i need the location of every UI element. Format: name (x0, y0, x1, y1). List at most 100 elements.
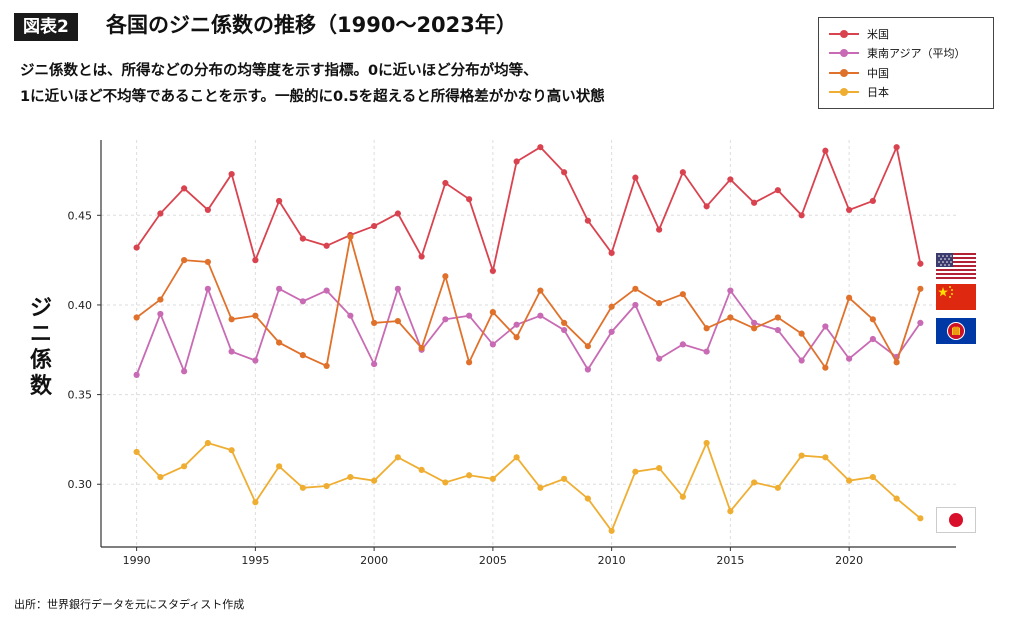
data-point (774, 314, 781, 321)
data-point (632, 174, 639, 181)
data-point (727, 287, 734, 294)
data-point (869, 335, 876, 343)
data-point (751, 325, 758, 332)
data-point (513, 334, 520, 341)
legend-swatch (829, 67, 859, 79)
data-point (513, 158, 520, 165)
y-tick-label: 0.45 (68, 209, 93, 222)
data-point (394, 210, 401, 217)
data-point (893, 495, 900, 502)
data-point (371, 361, 378, 368)
data-point (774, 484, 781, 491)
data-point (632, 285, 639, 292)
data-point (774, 187, 781, 194)
data-point (822, 147, 829, 154)
legend-label: 東南アジア（平均） (867, 47, 966, 61)
data-point (371, 477, 378, 484)
data-point (608, 249, 615, 257)
data-point (703, 325, 710, 332)
data-point (727, 314, 734, 321)
legend-item: 東南アジア（平均） (829, 44, 983, 64)
data-point (656, 300, 663, 307)
data-point (466, 196, 473, 203)
data-point (917, 319, 924, 326)
data-point (228, 170, 235, 178)
y-axis-label: ジニ係数 (29, 296, 52, 399)
data-point (299, 298, 306, 305)
legend-swatch (829, 47, 859, 59)
data-point (798, 357, 805, 364)
data-point (632, 468, 639, 475)
data-point (418, 466, 425, 474)
data-point (584, 343, 591, 350)
data-point (869, 316, 876, 323)
y-tick-label: 0.40 (68, 299, 93, 312)
tick-labels: 1990 1995 2000 2005 2010 2015 2020 0.30 0.35 0.40… (68, 209, 864, 567)
data-point (133, 448, 140, 456)
data-point (537, 287, 544, 294)
data-point (252, 499, 259, 506)
data-point (347, 233, 354, 240)
data-point (394, 285, 401, 292)
data-point (656, 355, 663, 362)
data-point (774, 326, 781, 334)
data-point (181, 368, 188, 375)
legend-item: 米国 (829, 24, 983, 44)
data-point (656, 465, 663, 472)
data-point (276, 463, 283, 470)
data-point (608, 527, 615, 534)
data-point (347, 312, 354, 319)
data-point (561, 319, 568, 326)
data-point (893, 359, 900, 366)
data-point (371, 319, 378, 326)
y-tick-label: 0.35 (68, 389, 93, 402)
data-point (489, 267, 496, 274)
data-point (466, 472, 473, 479)
chart-description: ジニ係数とは、所得などの分布の均等度を示す指標。0に近いほど分布が均等、 1に近… (20, 58, 605, 110)
data-point (822, 323, 829, 330)
data-point (204, 258, 211, 266)
data-point (252, 257, 259, 264)
data-point (394, 454, 401, 461)
data-point (513, 454, 520, 461)
data-point (181, 185, 188, 192)
legend: 米国 東南アジア（平均） 中国 日本 (818, 17, 994, 109)
data-point (252, 357, 259, 364)
x-tick-label: 2020 (835, 554, 863, 567)
data-point (133, 314, 140, 321)
data-point (584, 495, 591, 502)
data-point (751, 479, 758, 486)
series-lines (133, 144, 924, 534)
data-point (347, 473, 354, 481)
data-point (537, 484, 544, 491)
data-point (703, 203, 710, 210)
data-point (703, 348, 710, 355)
source-note: 出所：世界銀行データを元にスタディスト作成 (14, 598, 245, 611)
data-point (276, 339, 283, 346)
data-point (584, 217, 591, 224)
data-point (632, 301, 639, 309)
data-point (489, 309, 496, 316)
legend-swatch (829, 86, 859, 98)
data-point (846, 477, 853, 484)
legend-label: 中国 (867, 66, 889, 80)
data-point (418, 253, 425, 260)
y-tick-label: 0.30 (68, 478, 93, 491)
data-point (608, 303, 615, 310)
data-point (181, 463, 188, 470)
data-point (917, 260, 924, 267)
x-tick-label: 2010 (598, 554, 626, 567)
data-point (822, 364, 829, 371)
data-point (299, 235, 306, 242)
data-point (798, 452, 805, 459)
legend-label: 日本 (867, 86, 889, 100)
data-point (513, 321, 520, 328)
description-line: 1に近いほど不均等であることを示す。一般的に0.5を超えると所得格差がかなり高い… (20, 89, 605, 105)
data-point (181, 257, 188, 264)
x-tick-label: 2005 (479, 554, 507, 567)
data-point (323, 287, 330, 294)
series (133, 144, 924, 275)
series-line (135, 144, 922, 275)
data-point (442, 273, 449, 280)
data-point (656, 226, 663, 233)
